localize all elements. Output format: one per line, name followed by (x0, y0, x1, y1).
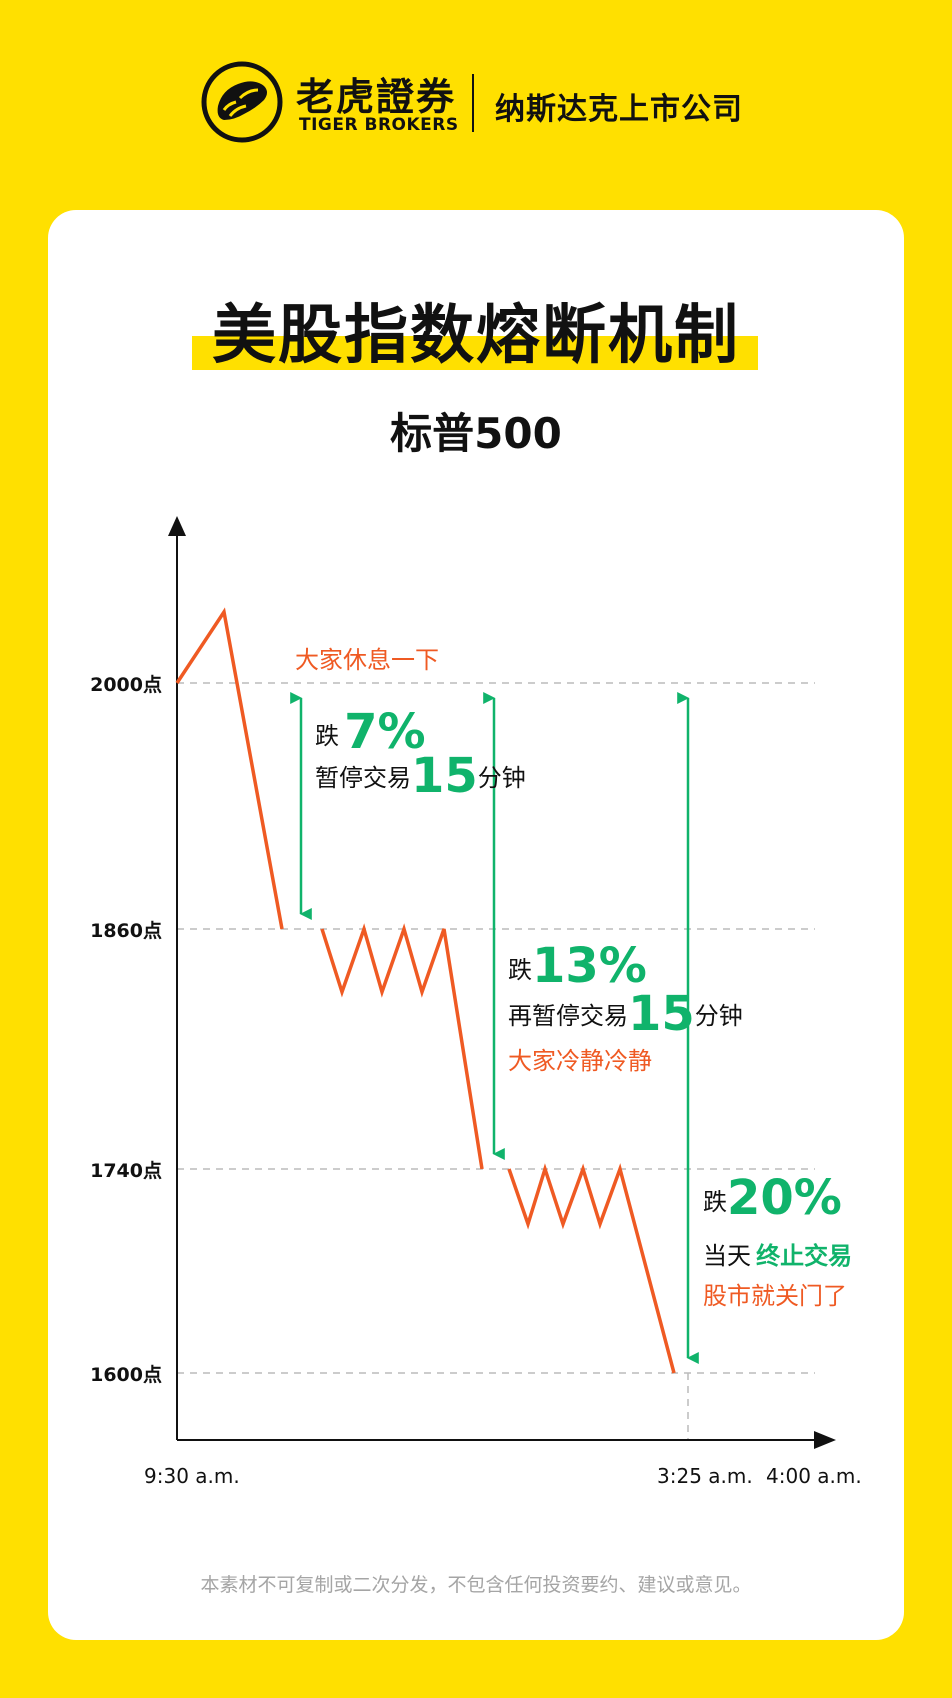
level2-note: 大家冷静冷静 (508, 1047, 652, 1075)
level3-drop-line: 跌20% (703, 1170, 842, 1226)
price-line-segment-2 (320, 923, 484, 1170)
level2-drop-prefix: 跌 (508, 956, 532, 984)
level3-drop-prefix: 跌 (703, 1188, 727, 1216)
tagline: 纳斯达克上市公司 (495, 92, 743, 127)
disclaimer: 本素材不可复制或二次分发，不包含任何投资要约、建议或意见。 (200, 1574, 752, 1596)
page-title: 美股指数熔断机制 (212, 299, 740, 373)
header: 老虎證券 TIGER BROKERS 纳斯达克上市公司 (0, 0, 952, 200)
x-label-open: 9:30 a.m. (144, 1464, 240, 1488)
index-subtitle: 标普500 (390, 409, 562, 458)
level2-drop-line: 跌13% (508, 938, 647, 994)
brand-name-cn: 老虎證券 (296, 75, 457, 119)
level3-halt-text: 终止交易 (756, 1242, 853, 1270)
y-label-1600: 1600点 (90, 1364, 162, 1386)
level1-pause-num: 15 (411, 748, 478, 804)
y-label-2000: 2000点 (90, 674, 162, 696)
level2-pause-unit: 分钟 (694, 1002, 743, 1030)
x-label-close: 4:00 a.m. (766, 1464, 862, 1488)
x-axis-arrow (814, 1431, 836, 1449)
tiger-paw-logo-icon (201, 61, 283, 143)
header-divider (472, 74, 474, 132)
level1-pause-prefix: 暂停交易 (315, 764, 411, 792)
level1-drop-line: 跌 7% (315, 704, 426, 760)
content-card (48, 210, 904, 1640)
x-label-325: 3:25 a.m. (657, 1464, 753, 1488)
y-axis-arrow (168, 516, 186, 536)
level1-note: 大家休息一下 (295, 646, 439, 674)
level2-pause-prefix: 再暂停交易 (508, 1002, 628, 1030)
level1-drop-pct: 7% (344, 704, 426, 760)
y-label-1740: 1740点 (90, 1160, 162, 1182)
level2-pause-num: 15 (628, 986, 695, 1042)
level3-note: 股市就关门了 (703, 1282, 847, 1310)
brand-name-en: TIGER BROKERS (299, 115, 459, 135)
price-line-segment-3 (507, 1163, 676, 1374)
level2-pause-line: 再暂停交易15分钟 (508, 986, 743, 1042)
level3-halt-prefix: 当天 (703, 1242, 751, 1270)
level3-drop-pct: 20% (727, 1170, 842, 1226)
level1-pause-line: 暂停交易15分钟 (315, 748, 526, 804)
level3-halt-line: 当天 终止交易 (703, 1236, 852, 1271)
price-line-segment-1 (175, 607, 284, 930)
title-highlight (192, 336, 758, 370)
y-label-1860: 1860点 (90, 920, 162, 942)
level1-drop-prefix: 跌 (315, 722, 339, 750)
level2-drop-pct: 13% (532, 938, 647, 994)
level1-pause-unit: 分钟 (477, 764, 526, 792)
